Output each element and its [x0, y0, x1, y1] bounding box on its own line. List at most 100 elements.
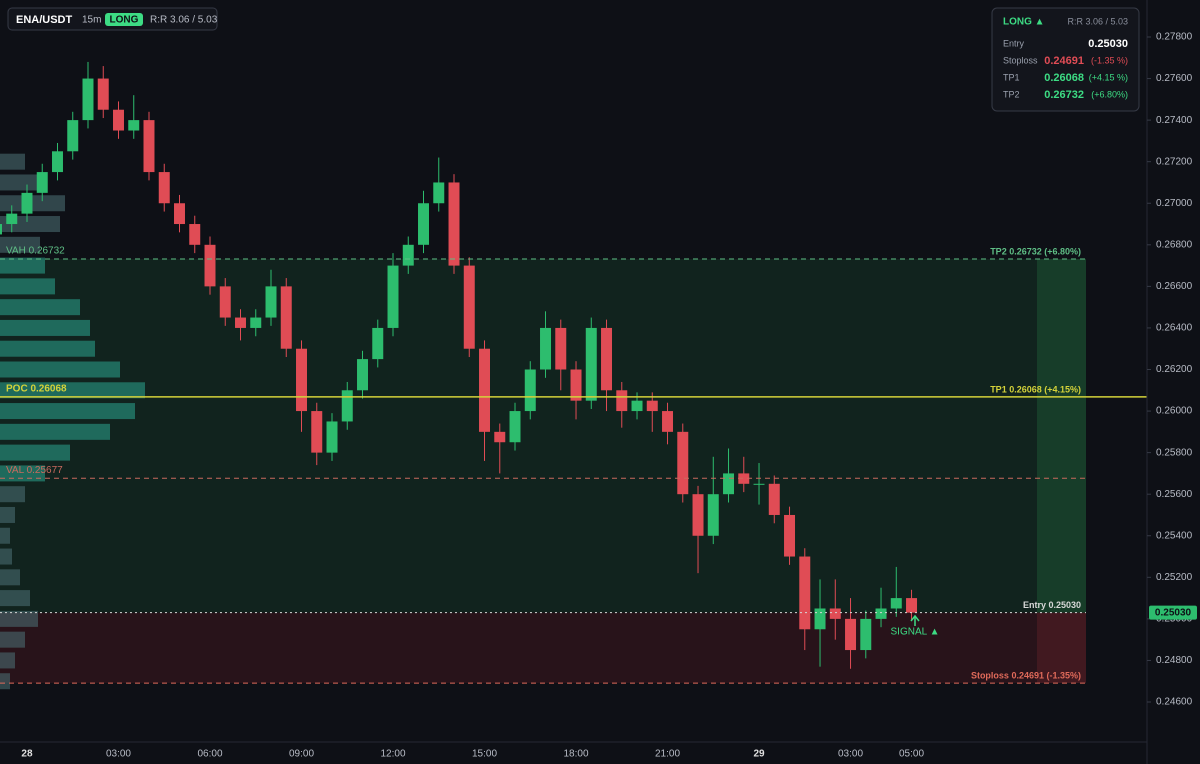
- profile-bar: [0, 652, 15, 669]
- profile-bar: [0, 444, 70, 461]
- y-tick-label: 0.27400: [1156, 115, 1193, 126]
- x-tick-label: 09:00: [289, 749, 314, 760]
- profile-bar: [0, 403, 135, 420]
- profile-bar: [0, 486, 25, 503]
- candle-body: [97, 78, 109, 110]
- candle-body: [509, 411, 521, 443]
- info-label: Stoploss: [1003, 55, 1038, 65]
- candle-body: [784, 514, 796, 557]
- profile-bar: [0, 527, 10, 544]
- price-tag-label: 0.25030: [1155, 607, 1192, 618]
- profile-bar: [0, 631, 25, 648]
- profile-bar: [0, 506, 15, 523]
- candle-body: [235, 317, 246, 328]
- candle-body: [158, 172, 170, 204]
- profile-bar: [0, 340, 95, 357]
- rr: R:R 3.06 / 5.03: [150, 15, 218, 26]
- profile-bar: [0, 610, 38, 627]
- profile-bar: [0, 548, 12, 565]
- candle-body: [616, 390, 628, 412]
- profile-bar: [0, 257, 45, 274]
- candle-body: [67, 120, 79, 152]
- x-tick-label: 03:00: [106, 749, 131, 760]
- signal: SIGNAL ▲: [891, 614, 940, 638]
- level-label: TP2 0.26732 (+6.80%): [990, 246, 1081, 256]
- level-left-label: VAL 0.25677: [6, 465, 63, 476]
- profile-bar: [0, 361, 120, 378]
- candle-body: [387, 265, 399, 328]
- volume-profile: [0, 153, 145, 690]
- candle-body: [113, 109, 124, 131]
- level-label: Stoploss 0.24691 (-1.35%): [971, 670, 1081, 680]
- x-tick-label: 18:00: [564, 749, 589, 760]
- candle-body: [662, 411, 674, 432]
- profile-bar: [0, 590, 30, 607]
- y-tick-label: 0.27600: [1156, 73, 1193, 84]
- side: LONG: [110, 15, 139, 26]
- levels: VAH 0.26732 TP2 0.26732 (+6.80%) POC 0.260…: [0, 246, 1147, 684]
- candle-body: [845, 618, 857, 651]
- candle-body: [418, 203, 430, 245]
- profile-bar: [0, 153, 25, 170]
- y-tick-label: 0.26200: [1156, 364, 1193, 375]
- candle-body: [768, 483, 780, 515]
- info-box: [991, 7, 1140, 112]
- candle-body: [52, 151, 63, 173]
- price-tag: [1149, 605, 1197, 620]
- candle-body: [601, 327, 613, 391]
- y-tick-label: 0.25200: [1156, 572, 1193, 583]
- candle-body: [753, 483, 765, 485]
- candle-body: [723, 473, 735, 495]
- y-tick-label: 0.26600: [1156, 281, 1193, 292]
- profile-bar: [0, 195, 65, 212]
- risk-zone-edge: [1037, 612, 1086, 684]
- y-tick-label: 0.27200: [1156, 156, 1193, 167]
- profile-bar: [0, 236, 40, 253]
- interval: 15m: [82, 15, 101, 26]
- info-change: (-1.35 %): [1091, 55, 1128, 65]
- candles: [0, 61, 918, 669]
- candle-body: [128, 120, 140, 131]
- candle-body: [555, 327, 567, 370]
- x-tick-label: 03:00: [838, 749, 863, 760]
- profile-bar: [0, 278, 55, 295]
- candle-body: [799, 556, 811, 630]
- candle-body: [814, 608, 826, 630]
- info-change: (+6.80%): [1091, 89, 1128, 99]
- candle-body: [646, 400, 658, 412]
- x-tick-label: 28: [21, 749, 33, 760]
- candle-body: [341, 390, 353, 422]
- candle-body: [524, 369, 536, 412]
- y-tick-label: 0.25600: [1156, 489, 1193, 500]
- profile-bar: [0, 382, 145, 399]
- candle-body: [570, 369, 582, 401]
- candle-body: [540, 327, 552, 370]
- x-tick-label: 29: [753, 749, 765, 760]
- profile-bar: [0, 319, 90, 336]
- candle-body: [829, 608, 841, 619]
- candle-body: [494, 431, 506, 443]
- profit-zone: [0, 258, 1086, 613]
- y-tick-label: 0.25800: [1156, 447, 1193, 458]
- candle-body: [326, 421, 338, 453]
- candle-body: [143, 120, 155, 173]
- signal-label: SIGNAL ▲: [891, 627, 940, 638]
- candle-body: [692, 494, 704, 536]
- x-tick-label: 12:00: [380, 749, 405, 760]
- info-label: TP1: [1003, 72, 1020, 82]
- candle-body: [296, 348, 307, 412]
- info-side: LONG ▲: [1003, 17, 1045, 28]
- candle-body: [402, 244, 414, 266]
- candle-body: [219, 286, 231, 318]
- candle-body: [372, 327, 384, 360]
- candle-body: [890, 598, 902, 609]
- info-label: Entry: [1003, 38, 1025, 48]
- candle-body: [6, 213, 18, 225]
- candle-body: [36, 172, 48, 193]
- candle-body: [738, 473, 750, 484]
- symbol: ENA/USDT: [16, 14, 73, 26]
- candle-body: [448, 182, 460, 266]
